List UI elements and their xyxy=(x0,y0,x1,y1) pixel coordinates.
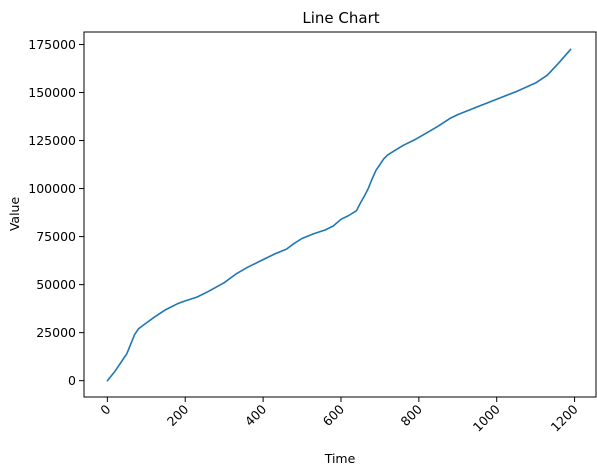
x-tick-label: 400 xyxy=(242,401,270,429)
x-tick-label: 1000 xyxy=(470,401,503,434)
y-axis: 0 25000 50000 75000 100000 125000 150000 175000 xyxy=(28,37,84,388)
x-tick-label: 0 xyxy=(97,401,113,417)
x-axis: 0 200 400 600 800 1000 1200 xyxy=(97,397,581,435)
series-line xyxy=(106,48,572,382)
plot-area xyxy=(83,31,597,398)
x-tick-label: 200 xyxy=(164,401,192,429)
y-tick-label: 175000 xyxy=(28,37,76,52)
y-tick-label: 0 xyxy=(68,373,76,388)
x-axis-label: Time xyxy=(324,451,356,466)
y-tick-label: 25000 xyxy=(36,325,76,340)
x-tick-label: 600 xyxy=(320,401,348,429)
y-tick-label: 50000 xyxy=(36,277,76,292)
series-layer xyxy=(106,48,572,382)
y-tick-label: 125000 xyxy=(28,133,76,148)
y-tick-label: 150000 xyxy=(28,85,76,100)
y-tick-label: 100000 xyxy=(28,181,76,196)
y-tick-label: 75000 xyxy=(36,229,76,244)
x-tick-label: 800 xyxy=(397,401,425,429)
x-tick-label: 1200 xyxy=(548,401,581,434)
y-axis-label: Value xyxy=(7,197,22,232)
chart-title: Line Chart xyxy=(302,9,379,27)
